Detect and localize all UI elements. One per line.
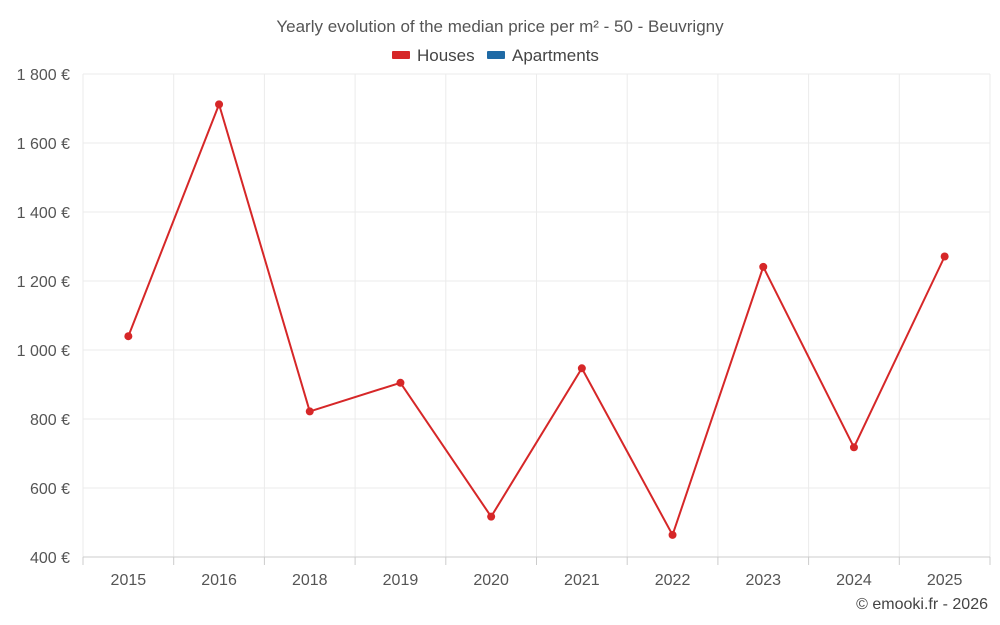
data-point[interactable] [849,443,858,452]
series-line [127,103,946,536]
data-point[interactable] [305,407,314,416]
data-point[interactable] [487,512,496,521]
series-layer [124,100,949,539]
y-tick-label: 1 400 € [17,205,70,222]
x-tick-label: 2020 [473,572,509,589]
x-tick-label: 2022 [655,572,691,589]
x-tick-label: 2023 [745,572,781,589]
legend-item-houses[interactable]: Houses [392,46,475,65]
x-tick-label: 2015 [111,572,147,589]
y-tick-label: 400 € [30,550,70,567]
series-houses [124,100,949,539]
y-tick-label: 1 600 € [17,136,70,153]
legend-swatch [487,51,505,59]
legend: Houses Apartments [392,46,599,65]
y-tick-label: 1 800 € [17,67,70,84]
x-axis: 2015 2016 2018 2019 2020 2021 2022 2023 2024 2025 [82,556,991,589]
data-point[interactable] [668,530,677,539]
data-point[interactable] [577,364,586,373]
legend-label: Houses [417,46,475,65]
data-point[interactable] [940,252,949,261]
x-tick-label: 2025 [927,572,963,589]
grid [82,73,991,557]
data-point[interactable] [759,262,768,271]
x-tick-label: 2019 [383,572,419,589]
y-axis: 400 € 600 € 800 € 1 000 € 1 200 € 1 400 € 1 60… [17,67,70,567]
y-tick-label: 600 € [30,481,70,498]
y-tick-label: 800 € [30,412,70,429]
x-tick-label: 2018 [292,572,328,589]
data-point[interactable] [396,378,405,387]
x-tick-label: 2016 [201,572,237,589]
chart-title: Yearly evolution of the median price per… [276,17,724,36]
legend-item-apartments[interactable]: Apartments [487,46,599,65]
data-point[interactable] [215,100,224,109]
data-point[interactable] [124,332,133,341]
x-tick-label: 2021 [564,572,600,589]
legend-swatch [392,51,410,59]
legend-label: Apartments [512,46,599,65]
y-tick-label: 1 000 € [17,343,70,360]
y-tick-label: 1 200 € [17,274,70,291]
x-tick-label: 2024 [836,572,872,589]
credit-text: © emooki.fr - 2026 [856,596,988,613]
